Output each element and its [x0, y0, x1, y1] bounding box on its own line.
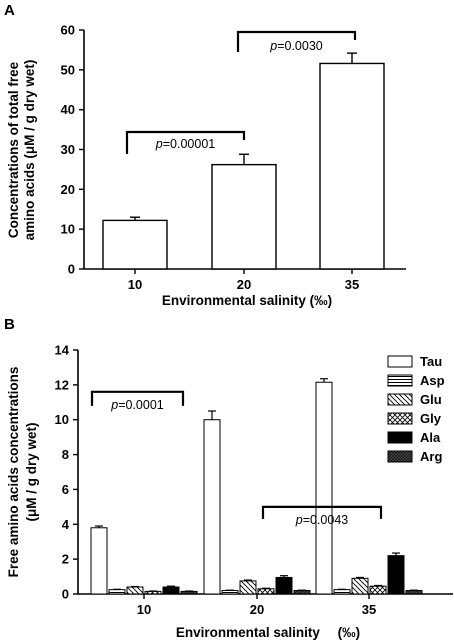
panel-b-bar-gly: [369, 585, 387, 595]
panel-a-bar: [211, 163, 277, 270]
panel-a-p-value: p=0.0030: [269, 39, 323, 53]
panel-a-x-axis-label: Environmental salinity (‰): [162, 293, 332, 308]
panel-a-significance-bracket: [236, 30, 357, 52]
panel-b-significance-bracket: [90, 390, 185, 406]
panel-b-bar-tau: [315, 381, 333, 595]
panel-b-y-axis-label-line1: Free amino acids concentrations: [6, 367, 21, 578]
panel-b-bar-arg: [180, 590, 198, 595]
p-value-symbol: p: [269, 39, 277, 53]
panel-a-x-tick-label: 20: [237, 277, 251, 292]
p-value-text: =0.0030: [277, 39, 323, 53]
panel-a-p-value: p=0.00001: [155, 137, 215, 151]
panel-a-x-tick-label: 35: [345, 277, 359, 292]
panel-a-bar: [319, 62, 385, 270]
panel-b-label: B: [4, 316, 15, 333]
panel-a: A Concentrations of total free amino aci…: [4, 2, 406, 308]
panel-a-label: A: [4, 2, 15, 19]
p-value-symbol: p: [295, 513, 303, 527]
panel-a-y-axis-label-line1: Concentrations of total free: [6, 61, 21, 238]
panel-b-bar-glu: [239, 580, 257, 595]
panel-b-p-value: p=0.0043: [295, 513, 349, 527]
panel-b-x-tick-label: 10: [137, 602, 151, 617]
p-value-text: =0.0001: [118, 398, 164, 412]
panel-a-y-tick-label: 40: [61, 102, 75, 117]
panel-b-bar-asp: [108, 589, 126, 595]
p-value-text: =0.00001: [163, 137, 216, 151]
legend-label-gly: Gly: [420, 411, 442, 426]
panel-b-bar-asp: [221, 590, 239, 595]
legend-swatch-glu: [387, 393, 413, 406]
panel-b-bar-tau: [203, 419, 221, 595]
panel-b: B Free amino acids concentrations (μM / …: [4, 316, 453, 640]
panel-b-x-axis-label: Environmental salinity (‰): [176, 625, 360, 640]
panel-a-y-tick-label: 60: [61, 23, 75, 38]
legend-swatch-ala: [387, 431, 413, 444]
panel-b-bar-ala: [387, 555, 405, 595]
panel-b-x-tick-label: 20: [250, 602, 264, 617]
legend-swatch-gly: [387, 412, 413, 425]
panel-b-y-tick-label: 14: [55, 343, 70, 358]
legend-swatch-tau: [387, 355, 413, 368]
panel-b-y-tick-label: 6: [62, 482, 69, 497]
panel-b-x-axis-unit: (‰): [338, 625, 361, 640]
legend-swatch-asp: [387, 374, 413, 387]
panel-b-bar-asp: [333, 589, 351, 595]
panel-b-bar-arg: [293, 590, 311, 595]
panel-b-y-tick-label: 4: [62, 517, 70, 532]
panel-b-y-axis-label-line2: (μM / g dry wet): [24, 422, 39, 521]
panel-a-y-tick-label: 0: [68, 262, 75, 277]
panel-b-p-value: p=0.0001: [110, 398, 164, 412]
panel-b-bar-glu: [351, 577, 369, 595]
panel-b-bar-tau: [90, 527, 108, 595]
legend-label-asp: Asp: [420, 373, 445, 388]
panel-b-bar-gly: [257, 588, 275, 595]
panel-a-y-tick-label: 10: [61, 222, 75, 237]
panel-a-bar: [102, 219, 168, 270]
panel-b-y-tick-label: 12: [55, 377, 69, 392]
panel-b-bar-glu: [126, 586, 144, 595]
legend-swatch-arg: [387, 450, 413, 463]
panel-a-significance-bracket: [125, 130, 246, 154]
panel-a-y-tick-label: 30: [61, 142, 75, 157]
panel-b-bar-ala: [275, 576, 293, 595]
panel-b-bar-arg: [405, 590, 423, 595]
p-value-symbol: p: [155, 137, 163, 151]
panel-b-x-axis-label-text: Environmental salinity: [176, 625, 321, 640]
panel-a-y-tick-label: 50: [61, 62, 75, 77]
panel-a-y-tick-label: 20: [61, 182, 75, 197]
legend-label-ala: Ala: [420, 430, 441, 445]
panel-b-y-tick-label: 0: [62, 587, 69, 602]
panel-b-x-tick-label: 35: [362, 602, 376, 617]
panel-b-significance-bracket: [261, 505, 383, 519]
p-value-symbol: p: [110, 398, 118, 412]
panel-b-bar-ala: [162, 586, 180, 595]
panel-a-x-tick-label: 10: [128, 277, 142, 292]
legend-label-tau: Tau: [420, 354, 442, 369]
p-value-text: =0.0043: [303, 513, 349, 527]
panel-b-y-tick-label: 2: [62, 552, 69, 567]
panel-b-bar-gly: [144, 590, 162, 595]
panel-b-y-tick-label: 10: [55, 412, 69, 427]
legend-label-glu: Glu: [420, 392, 442, 407]
legend-label-arg: Arg: [420, 449, 442, 464]
panel-b-y-tick-label: 8: [62, 447, 69, 462]
panel-b-legend: Tau Asp Glu Gly Ala Arg: [387, 354, 445, 464]
panel-a-y-axis-label-line2: amino acids (μM / g dry wet): [22, 60, 37, 241]
